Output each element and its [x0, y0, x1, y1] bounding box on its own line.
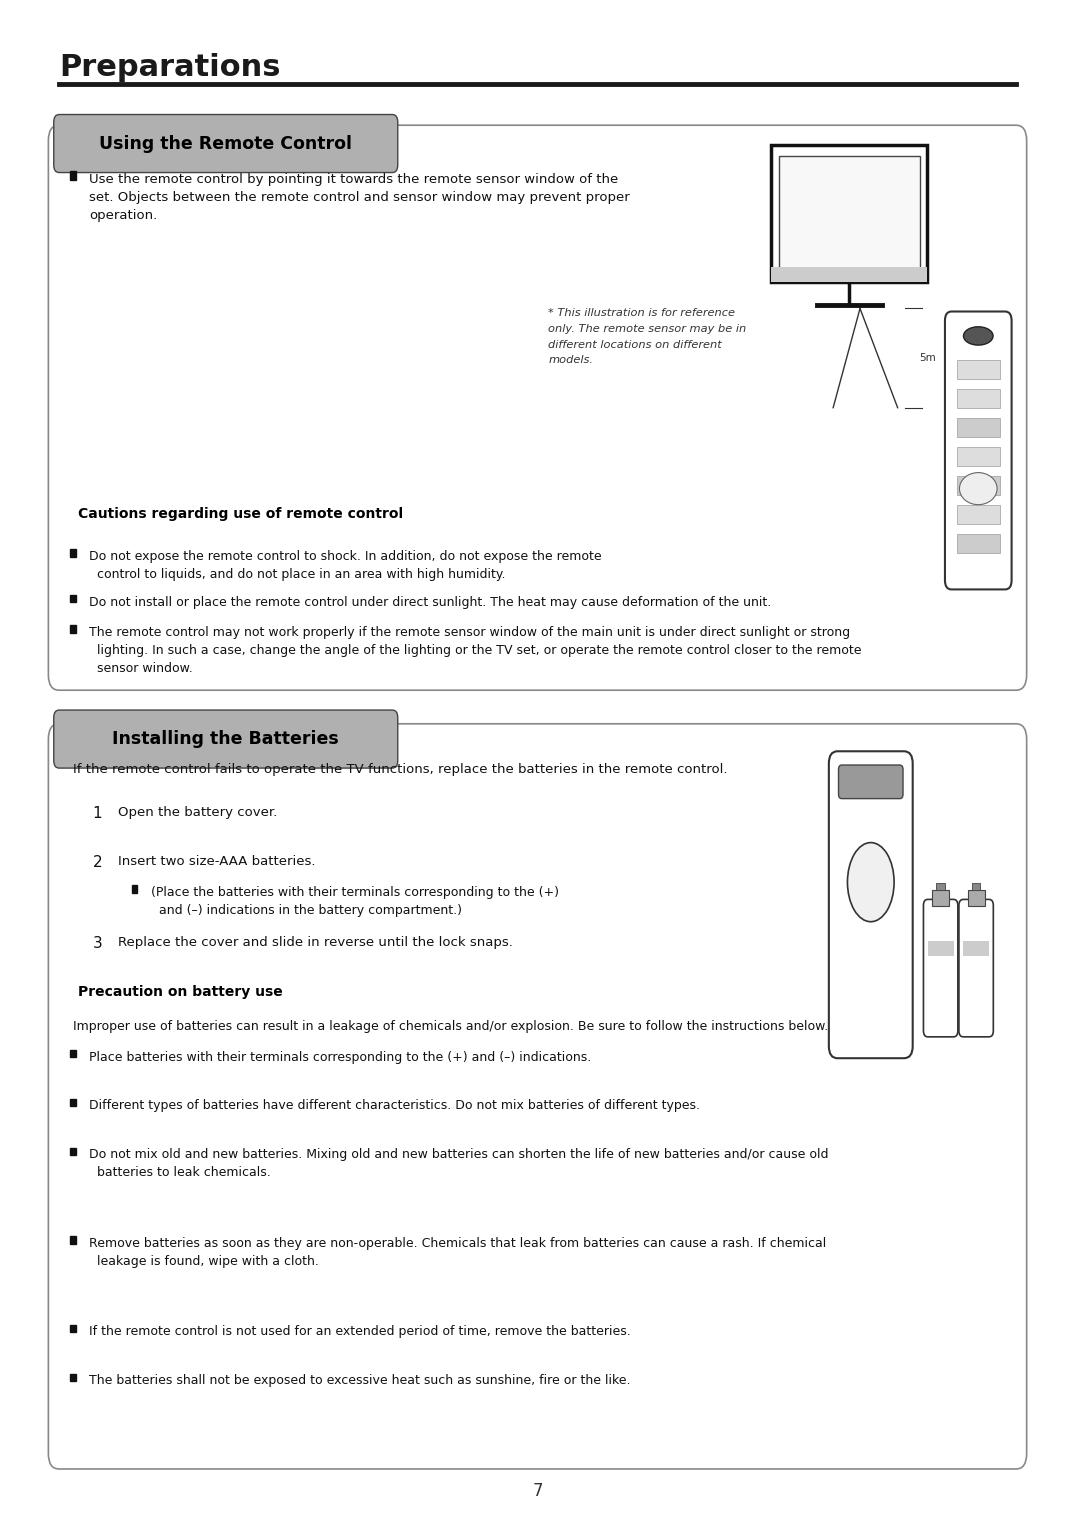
FancyBboxPatch shape — [959, 899, 994, 1037]
Text: Installing the Batteries: Installing the Batteries — [112, 730, 339, 748]
Bar — [70, 1374, 76, 1380]
Bar — [70, 548, 76, 556]
Text: Do not expose the remote control to shock. In addition, do not expose the remote: Do not expose the remote control to shoc… — [90, 550, 602, 580]
FancyBboxPatch shape — [49, 125, 1027, 690]
FancyBboxPatch shape — [54, 115, 397, 173]
Text: Cautions regarding use of remote control: Cautions regarding use of remote control — [79, 507, 404, 521]
Text: Improper use of batteries can result in a leakage of chemicals and/or explosion.: Improper use of batteries can result in … — [73, 1020, 828, 1034]
FancyBboxPatch shape — [923, 899, 958, 1037]
Text: 1: 1 — [93, 806, 103, 822]
Bar — [932, 890, 949, 906]
Text: Do not mix old and new batteries. Mixing old and new batteries can shorten the l: Do not mix old and new batteries. Mixing… — [90, 1148, 828, 1179]
Text: Using the Remote Control: Using the Remote Control — [99, 134, 352, 153]
Text: 7: 7 — [532, 1481, 543, 1500]
Bar — [957, 418, 1000, 437]
Text: The batteries shall not be exposed to excessive heat such as sunshine, fire or t: The batteries shall not be exposed to ex… — [90, 1374, 631, 1388]
FancyBboxPatch shape — [779, 156, 920, 272]
Text: Use the remote control by pointing it towards the remote sensor window of the
se: Use the remote control by pointing it to… — [90, 173, 630, 221]
Bar — [70, 594, 76, 602]
Bar — [957, 534, 1000, 553]
Text: The remote control may not work properly if the remote sensor window of the main: The remote control may not work properly… — [90, 626, 862, 675]
FancyBboxPatch shape — [771, 145, 928, 282]
Text: 3: 3 — [93, 936, 103, 951]
Text: Place batteries with their terminals corresponding to the (+) and (–) indication: Place batteries with their terminals cor… — [90, 1051, 592, 1064]
Text: Precaution on battery use: Precaution on battery use — [79, 985, 283, 999]
Bar — [936, 883, 945, 890]
Text: If the remote control is not used for an extended period of time, remove the bat: If the remote control is not used for an… — [90, 1325, 631, 1339]
Text: 5m: 5m — [919, 353, 936, 363]
Bar — [957, 389, 1000, 408]
Bar — [972, 883, 981, 890]
Text: Preparations: Preparations — [59, 53, 281, 82]
Bar — [771, 267, 928, 282]
Bar — [957, 505, 1000, 524]
Bar — [70, 171, 77, 180]
Text: If the remote control fails to operate the TV functions, replace the batteries i: If the remote control fails to operate t… — [73, 764, 728, 777]
Text: Do not install or place the remote control under direct sunlight. The heat may c: Do not install or place the remote contr… — [90, 596, 771, 609]
FancyBboxPatch shape — [49, 724, 1027, 1469]
Ellipse shape — [963, 327, 993, 345]
Bar — [70, 1148, 76, 1154]
Bar — [70, 1051, 76, 1057]
Text: 2: 2 — [93, 855, 103, 870]
Bar — [968, 890, 985, 906]
FancyBboxPatch shape — [945, 312, 1012, 589]
Bar — [957, 360, 1000, 379]
Text: (Place the batteries with their terminals corresponding to the (+)
  and (–) ind: (Place the batteries with their terminal… — [150, 886, 558, 916]
Bar — [957, 476, 1000, 495]
FancyBboxPatch shape — [54, 710, 397, 768]
FancyBboxPatch shape — [828, 751, 913, 1058]
Bar — [70, 1237, 76, 1243]
Bar — [70, 1324, 76, 1332]
Bar — [957, 447, 1000, 466]
Text: * This illustration is for reference
only. The remote sensor may be in
different: * This illustration is for reference onl… — [549, 308, 746, 365]
Bar — [132, 886, 137, 892]
Bar — [70, 1099, 76, 1106]
Text: Remove batteries as soon as they are non-operable. Chemicals that leak from batt: Remove batteries as soon as they are non… — [90, 1237, 826, 1267]
Bar — [928, 941, 954, 956]
Bar — [70, 626, 76, 632]
FancyBboxPatch shape — [838, 765, 903, 799]
Text: Insert two size-AAA batteries.: Insert two size-AAA batteries. — [118, 855, 315, 869]
Bar — [963, 941, 989, 956]
Ellipse shape — [848, 843, 894, 922]
Text: Replace the cover and slide in reverse until the lock snaps.: Replace the cover and slide in reverse u… — [118, 936, 513, 950]
Ellipse shape — [959, 472, 997, 504]
Text: Open the battery cover.: Open the battery cover. — [118, 806, 278, 820]
Text: Different types of batteries have different characteristics. Do not mix batterie: Different types of batteries have differ… — [90, 1099, 700, 1113]
